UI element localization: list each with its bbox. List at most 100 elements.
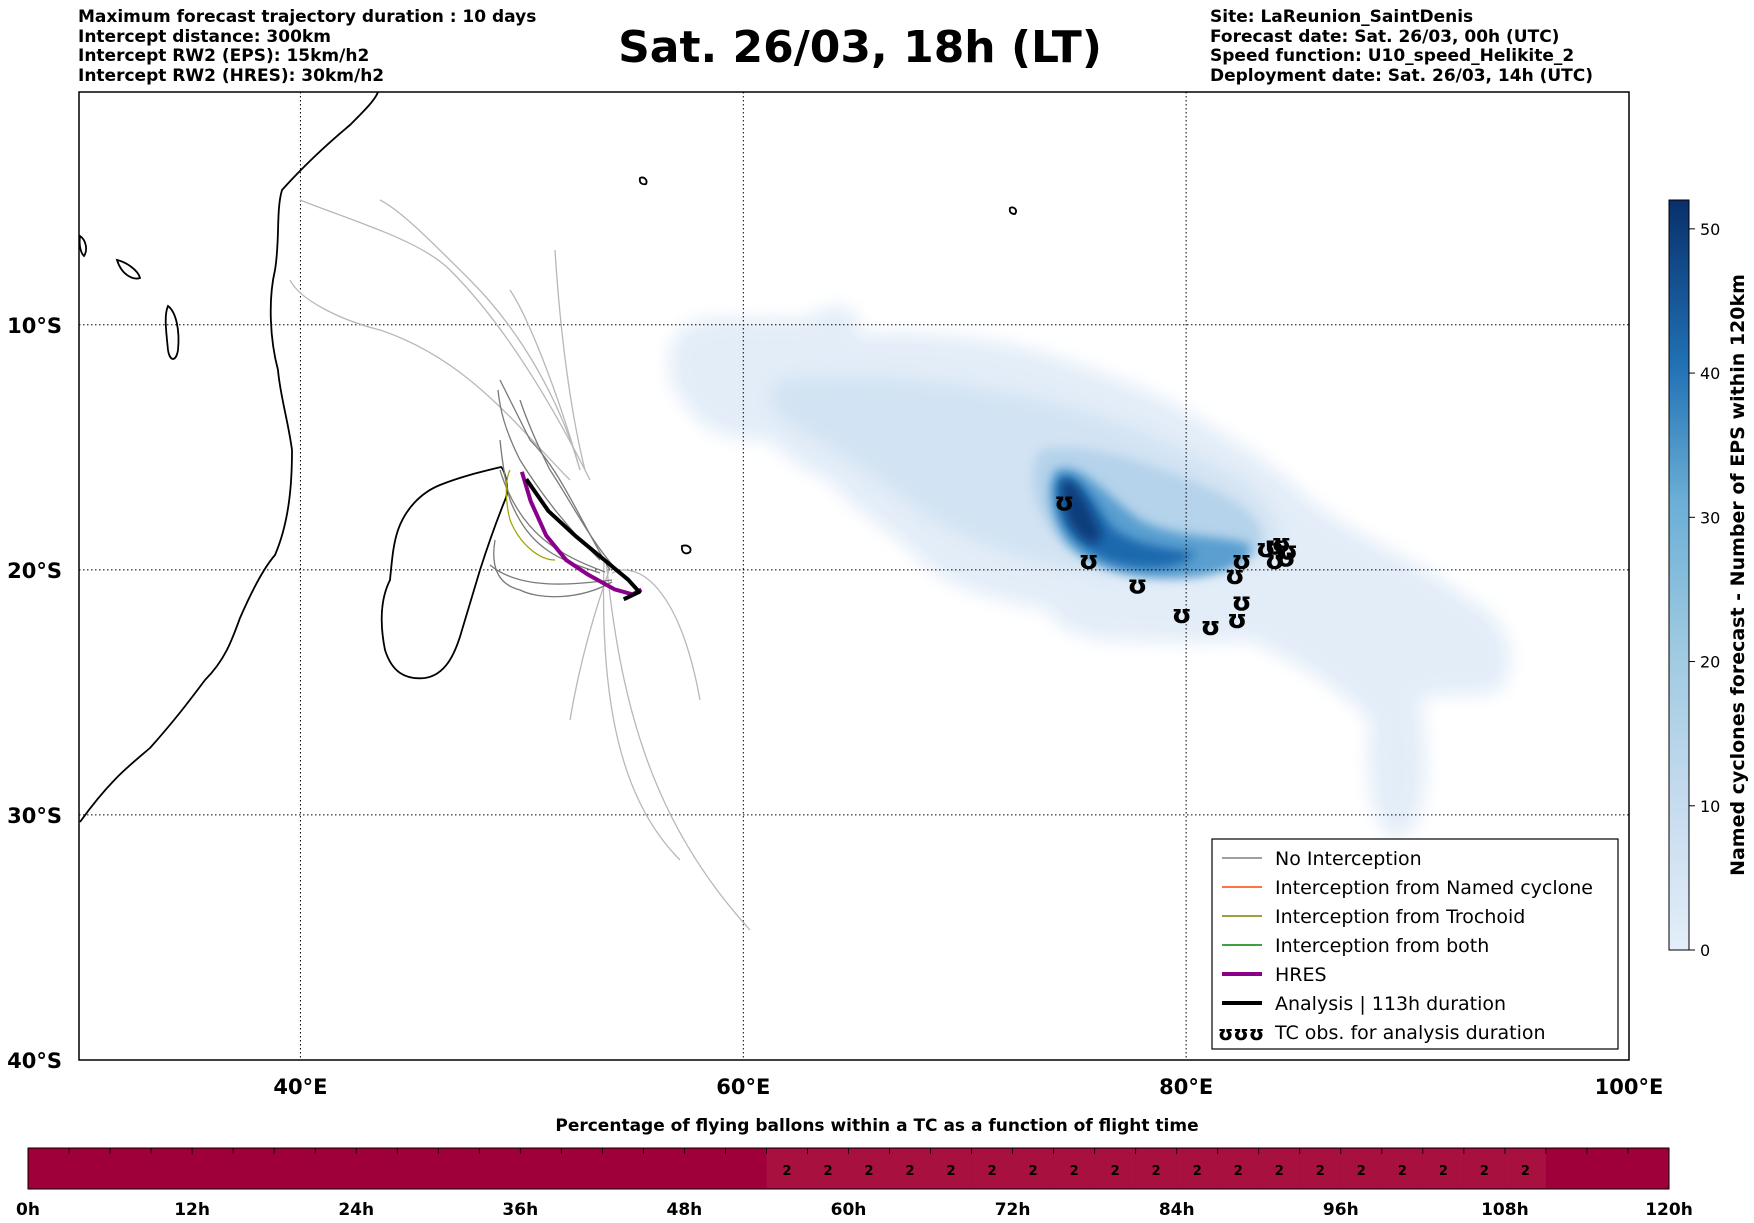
timeline-cell <box>1258 1149 1300 1188</box>
timeline-title: Percentage of flying ballons within a TC… <box>555 1116 1199 1136</box>
legend-label: Interception from both <box>1275 935 1489 957</box>
legend-label: Interception from Trochoid <box>1275 906 1525 928</box>
lat-tick-label: 20°S <box>7 559 62 583</box>
timeline-tick-label: 96h <box>1323 1200 1359 1220</box>
timeline-cell-value: 2 <box>1316 1164 1325 1179</box>
reunion-island <box>680 544 692 555</box>
tc-obs-marker: ʊ <box>1278 536 1298 566</box>
timeline-tick-label: 108h <box>1481 1200 1529 1220</box>
tc-obs-marker: ʊ <box>1225 561 1245 591</box>
timeline-tick-label: 0h <box>16 1200 40 1220</box>
site-line: Deployment date: Sat. 26/03, 14h (UTC) <box>1210 65 1594 86</box>
timeline-tick-label: 84h <box>1159 1200 1195 1220</box>
africa-coast <box>79 92 379 823</box>
timeline-cell-value: 2 <box>864 1164 873 1179</box>
tc-obs-marker: ʊ <box>1256 534 1276 564</box>
timeline-cell-value: 2 <box>1152 1164 1161 1179</box>
timeline-cell-value: 2 <box>947 1164 956 1179</box>
timeline-tick-label: 24h <box>338 1200 374 1220</box>
timeline-cell <box>1422 1149 1464 1188</box>
site-line: Site: LaReunion_SaintDenis <box>1210 7 1474 27</box>
timeline-tick-label: 72h <box>995 1200 1031 1220</box>
timeline-cell <box>766 1149 808 1188</box>
tc-obs-marker: ʊ <box>1265 531 1285 561</box>
colorbar-tick-label: 20 <box>1700 653 1720 672</box>
colorbar: 0 10 20 30 40 50 Named cyclones forecast - Nu… <box>1668 199 1749 960</box>
gridlines <box>79 92 1629 1060</box>
colorbar-tick-label: 30 <box>1700 508 1720 527</box>
param-line: Maximum forecast trajectory duration : 1… <box>78 7 537 27</box>
legend-label: HRES <box>1275 964 1327 986</box>
timeline-cell-value: 2 <box>1275 1164 1284 1179</box>
timeline-strip: 2 2 2 2 2 2 2 2 2 2 2 2 2 2 2 2 2 2 2 0h 12h 24h 36h 48h 60h 72h… <box>16 1147 1693 1220</box>
timeline-cell <box>971 1149 1013 1188</box>
tc-obs-marker: ʊ <box>1231 546 1251 576</box>
forecast-parameters: Maximum forecast trajectory duration : 1… <box>78 7 537 86</box>
timeline-cell <box>1176 1149 1218 1188</box>
zanzibar-island <box>164 304 180 360</box>
madagascar-coast <box>380 466 508 680</box>
eps-density-field <box>669 306 1510 840</box>
timeline-tick-label: 60h <box>831 1200 867 1220</box>
tc-obs-marker: ʊ <box>1200 612 1220 642</box>
lat-tick-label: 30°S <box>7 804 62 828</box>
colorbar-tick-label: 10 <box>1700 797 1720 816</box>
site-info: Site: LaReunion_SaintDenis Forecast date… <box>1210 7 1594 86</box>
legend-symbol: ʊʊʊ <box>1218 1021 1264 1045</box>
timeline-cell <box>1053 1149 1095 1188</box>
timeline-cell-value: 2 <box>1357 1164 1366 1179</box>
seychelles <box>638 176 1017 215</box>
timeline-cell-value: 2 <box>1521 1164 1530 1179</box>
timeline-cell <box>1094 1149 1136 1188</box>
timeline-cell <box>807 1149 849 1188</box>
tc-obs-marker: ʊ <box>1271 529 1291 559</box>
lon-tick-label: 80°E <box>1159 1075 1213 1099</box>
site-line: Speed function: U10_speed_Helikite_2 <box>1210 46 1575 66</box>
timeline-cell-value: 2 <box>1111 1164 1120 1179</box>
tc-obs-marker: ʊ <box>1054 487 1074 517</box>
timeline-cell <box>930 1149 972 1188</box>
legend-label: Analysis | 113h duration <box>1275 993 1506 1015</box>
timeline-cell-value: 2 <box>988 1164 997 1179</box>
analysis-track <box>524 478 642 602</box>
timeline-cell-value: 2 <box>1439 1164 1448 1179</box>
tc-obs-marker: ʊ <box>1127 571 1147 601</box>
colorbar-tick-label: 50 <box>1700 220 1720 239</box>
trochoid-trajectories <box>505 469 556 561</box>
param-line: Intercept distance: 300km <box>78 26 331 47</box>
timeline-cell-value: 2 <box>1398 1164 1407 1179</box>
tc-obs-marker: ʊ <box>1079 546 1099 576</box>
colorbar-scale <box>1668 199 1690 951</box>
legend: No Interception Interception from Named c… <box>1211 838 1619 1050</box>
hres-track <box>519 471 643 597</box>
timeline-cell <box>1381 1149 1423 1188</box>
lon-tick-label: 40°E <box>273 1075 327 1099</box>
lon-tick-label: 100°E <box>1595 1075 1664 1099</box>
timeline-tick-label: 12h <box>174 1200 210 1220</box>
lat-tick-label: 40°S <box>7 1049 62 1073</box>
timeline-cell-value: 2 <box>1070 1164 1079 1179</box>
timeline-cell-value: 2 <box>1193 1164 1202 1179</box>
timeline-cell-value: 2 <box>1029 1164 1038 1179</box>
timeline-cell <box>1299 1149 1341 1188</box>
timeline-cell-value: 2 <box>1480 1164 1489 1179</box>
map-border <box>78 91 1630 1061</box>
timeline-cell <box>1217 1149 1259 1188</box>
colorbar-label: Named cyclones forecast - Number of EPS … <box>1727 274 1749 876</box>
lat-tick-label: 10°S <box>7 314 62 338</box>
timeline-cell-value: 2 <box>906 1164 915 1179</box>
site-line: Forecast date: Sat. 26/03, 00h (UTC) <box>1210 26 1560 47</box>
legend-label: No Interception <box>1275 848 1422 870</box>
tc-obs-marker: ʊ <box>1231 588 1251 618</box>
legend-label: Interception from Named cyclone <box>1275 877 1593 899</box>
axis-labels: 40°E 60°E 80°E 100°E 10°S 20°S 30°S 40°S <box>7 314 1663 1099</box>
map-title: Sat. 26/03, 18h (LT) <box>618 22 1102 73</box>
coastlines <box>79 92 1017 823</box>
eps-trajectories <box>289 199 751 931</box>
tc-obs-marker: ʊ <box>1172 600 1192 630</box>
comoros-island <box>115 258 142 280</box>
lon-tick-label: 60°E <box>716 1075 770 1099</box>
tc-obs-marker: ʊ <box>1276 544 1296 574</box>
timeline-cell-value: 2 <box>1234 1164 1243 1179</box>
